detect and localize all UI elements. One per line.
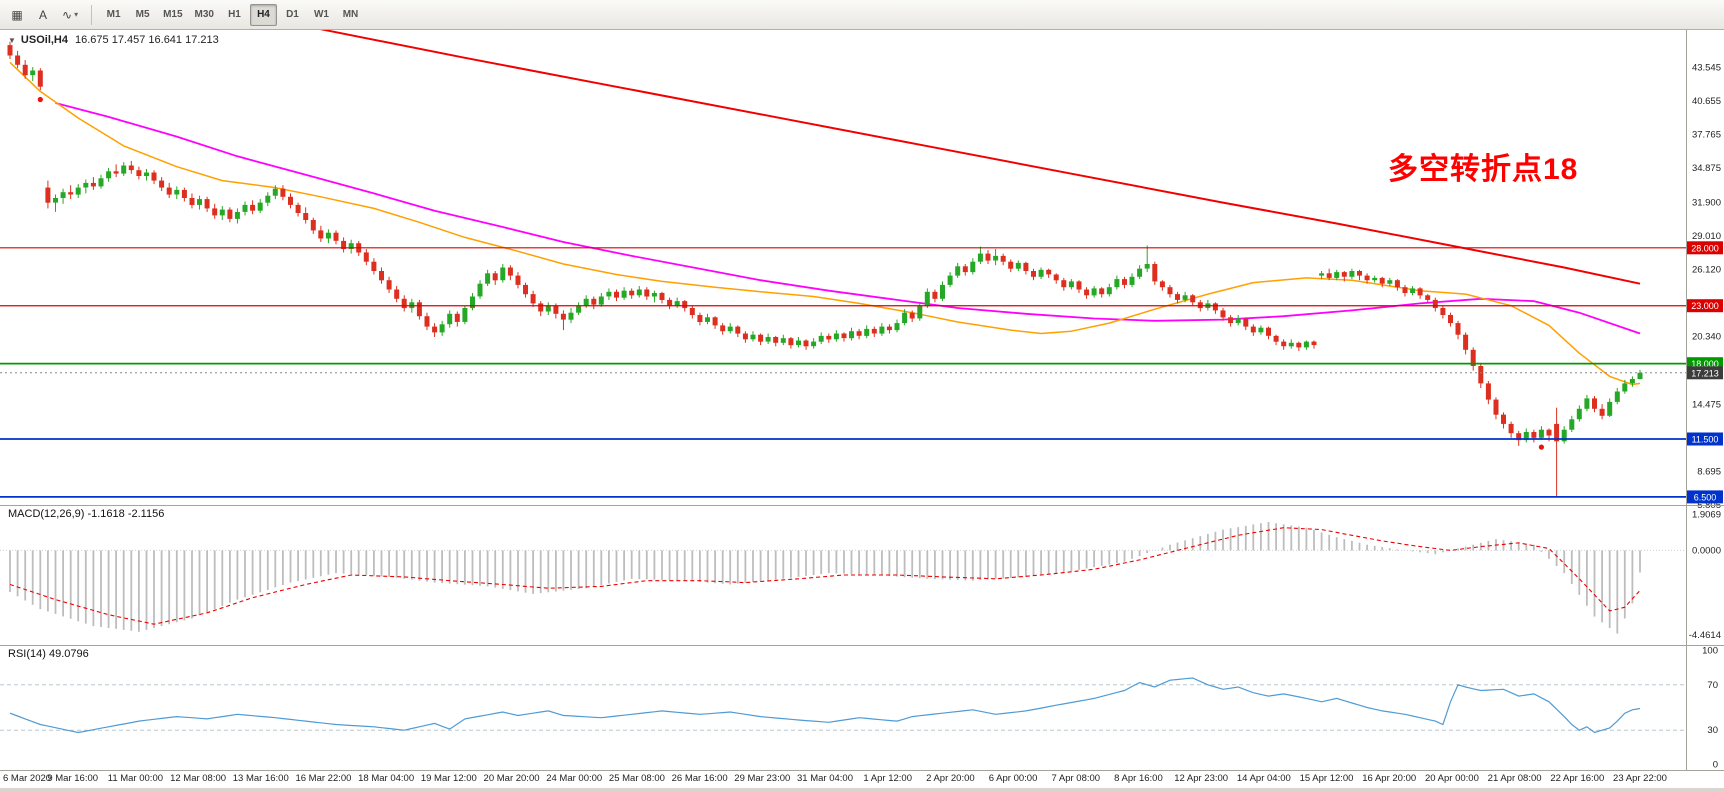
svg-text:29.010: 29.010	[1692, 231, 1721, 242]
svg-text:18.000: 18.000	[1691, 359, 1719, 369]
time-tick-label: 6 Apr 00:00	[988, 773, 1038, 784]
time-tick-label: 14 Apr 04:00	[1236, 773, 1291, 784]
rsi-panel: 100 70 30 0	[0, 646, 1718, 770]
time-tick-label: 24 Mar 00:00	[546, 773, 603, 784]
time-tick-label: 19 Mar 12:00	[420, 773, 477, 784]
svg-text:20.340: 20.340	[1692, 332, 1721, 343]
time-axis: 6 Mar 2020 9 Mar 16:00 11 Mar 00:00 12 Mar …	[0, 770, 1686, 788]
chart-symbol-title: ▼ USOil,H4 16.675 17.457 16.641 17.213	[8, 34, 219, 46]
ma-short-orange-line	[9, 61, 1641, 386]
svg-text:1.9069: 1.9069	[1692, 509, 1721, 520]
svg-text:28.000: 28.000	[1691, 243, 1719, 253]
svg-text:31.900: 31.900	[1692, 198, 1721, 209]
svg-text:8.695: 8.695	[1697, 467, 1721, 478]
time-tick-label: 21 Apr 08:00	[1487, 773, 1542, 784]
timeframe-m30-button[interactable]: M30	[194, 9, 214, 20]
time-tick-label: 15 Apr 12:00	[1299, 773, 1354, 784]
svg-text:-4.4614: -4.4614	[1689, 630, 1721, 641]
time-tick-label: 11 Mar 00:00	[107, 773, 164, 784]
chart-annotation-text: 多空转折点18	[1388, 153, 1579, 186]
svg-text:43.545: 43.545	[1692, 63, 1721, 74]
chart-grid-tool-icon: ▦	[11, 7, 23, 22]
timeframe-m15-button[interactable]: M15	[163, 9, 183, 20]
time-tick-label: 25 Mar 08:00	[608, 773, 665, 784]
ma-long-red-line	[313, 26, 1641, 285]
time-tick-label: 16 Mar 22:00	[295, 773, 352, 784]
svg-text:6.500: 6.500	[1694, 492, 1717, 502]
time-tick-label: 26 Mar 16:00	[671, 773, 728, 784]
time-tick-label: 20 Apr 00:00	[1424, 773, 1479, 784]
timeframe-mn-button[interactable]: MN	[342, 9, 359, 20]
ma-mid-magenta-line	[55, 102, 1641, 335]
time-tick-label: 16 Apr 20:00	[1362, 773, 1417, 784]
rsi-line	[9, 677, 1641, 734]
time-tick-label: 7 Apr 08:00	[1051, 773, 1101, 784]
ohlc-values: 16.675 17.457 16.641 17.213	[75, 34, 219, 46]
timeframe-h1-button[interactable]: H1	[228, 9, 241, 20]
trade-marker	[37, 96, 43, 103]
svg-text:100: 100	[1702, 646, 1718, 657]
svg-text:14.475: 14.475	[1692, 400, 1721, 411]
timeframe-h4-button[interactable]: H4	[249, 3, 277, 26]
svg-text:0: 0	[1713, 759, 1718, 770]
rsi-indicator-label: RSI(14) 49.0796	[8, 648, 89, 660]
timeframe-m5-button[interactable]: M5	[135, 9, 150, 20]
main-price-panel	[0, 26, 1686, 498]
time-tick-label: 8 Apr 16:00	[1114, 773, 1163, 784]
candles	[7, 41, 1643, 497]
svg-text:26.120: 26.120	[1692, 265, 1721, 276]
objects-tool-icon: ∿	[62, 7, 73, 22]
svg-text:17.213: 17.213	[1691, 368, 1719, 378]
svg-text:0.0000: 0.0000	[1692, 545, 1721, 556]
time-tick-label: 20 Mar 20:00	[483, 773, 540, 784]
macd-signal-line	[9, 527, 1641, 625]
price-tag-6.500: 6.500	[1687, 490, 1723, 504]
time-tick-label: 29 Mar 23:00	[734, 773, 791, 784]
time-tick-label: 6 Mar 2020	[3, 773, 52, 784]
price-tag-23.000: 23.000	[1687, 299, 1723, 313]
svg-text:34.875: 34.875	[1692, 163, 1721, 174]
svg-text:70: 70	[1707, 680, 1718, 691]
macd-indicator-label: MACD(12,26,9) -1.1618 -2.1156	[8, 508, 165, 520]
time-tick-label: 2 Apr 20:00	[926, 773, 975, 784]
time-tick-label: 13 Mar 16:00	[232, 773, 289, 784]
time-tick-label: 12 Apr 23:00	[1174, 773, 1229, 784]
text-tool-icon: A	[38, 7, 47, 22]
price-tag-11.500: 11.500	[1687, 432, 1723, 446]
trade-marker	[1538, 444, 1544, 450]
price-tag-28.000: 28.000	[1687, 241, 1723, 255]
price-tag-17.213: 17.213	[1687, 366, 1723, 380]
text-tool-button[interactable]: A	[31, 4, 55, 26]
time-tick-label: 12 Mar 08:00	[170, 773, 227, 784]
chart-background	[0, 30, 1724, 788]
toolbar: ▦ A ∿ ▾ M1 M5 M15 M30 H1 H4 D1 W1 MN	[0, 0, 1724, 30]
macd-panel: 1.9069 0.0000 -4.4614	[0, 509, 1721, 641]
caret-down-icon: ▾	[74, 10, 79, 19]
time-tick-label: 23 Apr 22:00	[1613, 773, 1667, 784]
timeframe-d1-button[interactable]: D1	[286, 9, 299, 20]
toolbar-separator	[91, 4, 93, 25]
svg-text:37.765: 37.765	[1692, 130, 1721, 141]
chart-grid-tool-button[interactable]: ▦	[5, 4, 29, 26]
time-tick-label: 9 Mar 16:00	[47, 773, 99, 784]
triangle-down-icon[interactable]: ▼	[8, 36, 16, 45]
svg-text:23.000: 23.000	[1691, 301, 1719, 311]
time-tick-label: 22 Apr 16:00	[1550, 773, 1605, 784]
timeframe-w1-button[interactable]: W1	[313, 9, 329, 20]
svg-text:40.655: 40.655	[1692, 96, 1721, 107]
time-tick-label: 31 Mar 04:00	[797, 773, 853, 784]
time-tick-label: 1 Apr 12:00	[863, 773, 912, 784]
svg-text:30: 30	[1707, 725, 1718, 736]
time-tick-label: 18 Mar 04:00	[358, 773, 415, 784]
objects-tool-button[interactable]: ∿ ▾	[57, 4, 83, 26]
timeframe-m1-button[interactable]: M1	[106, 9, 121, 20]
svg-text:11.500: 11.500	[1692, 435, 1719, 445]
symbol-label: USOil,H4	[20, 34, 68, 46]
